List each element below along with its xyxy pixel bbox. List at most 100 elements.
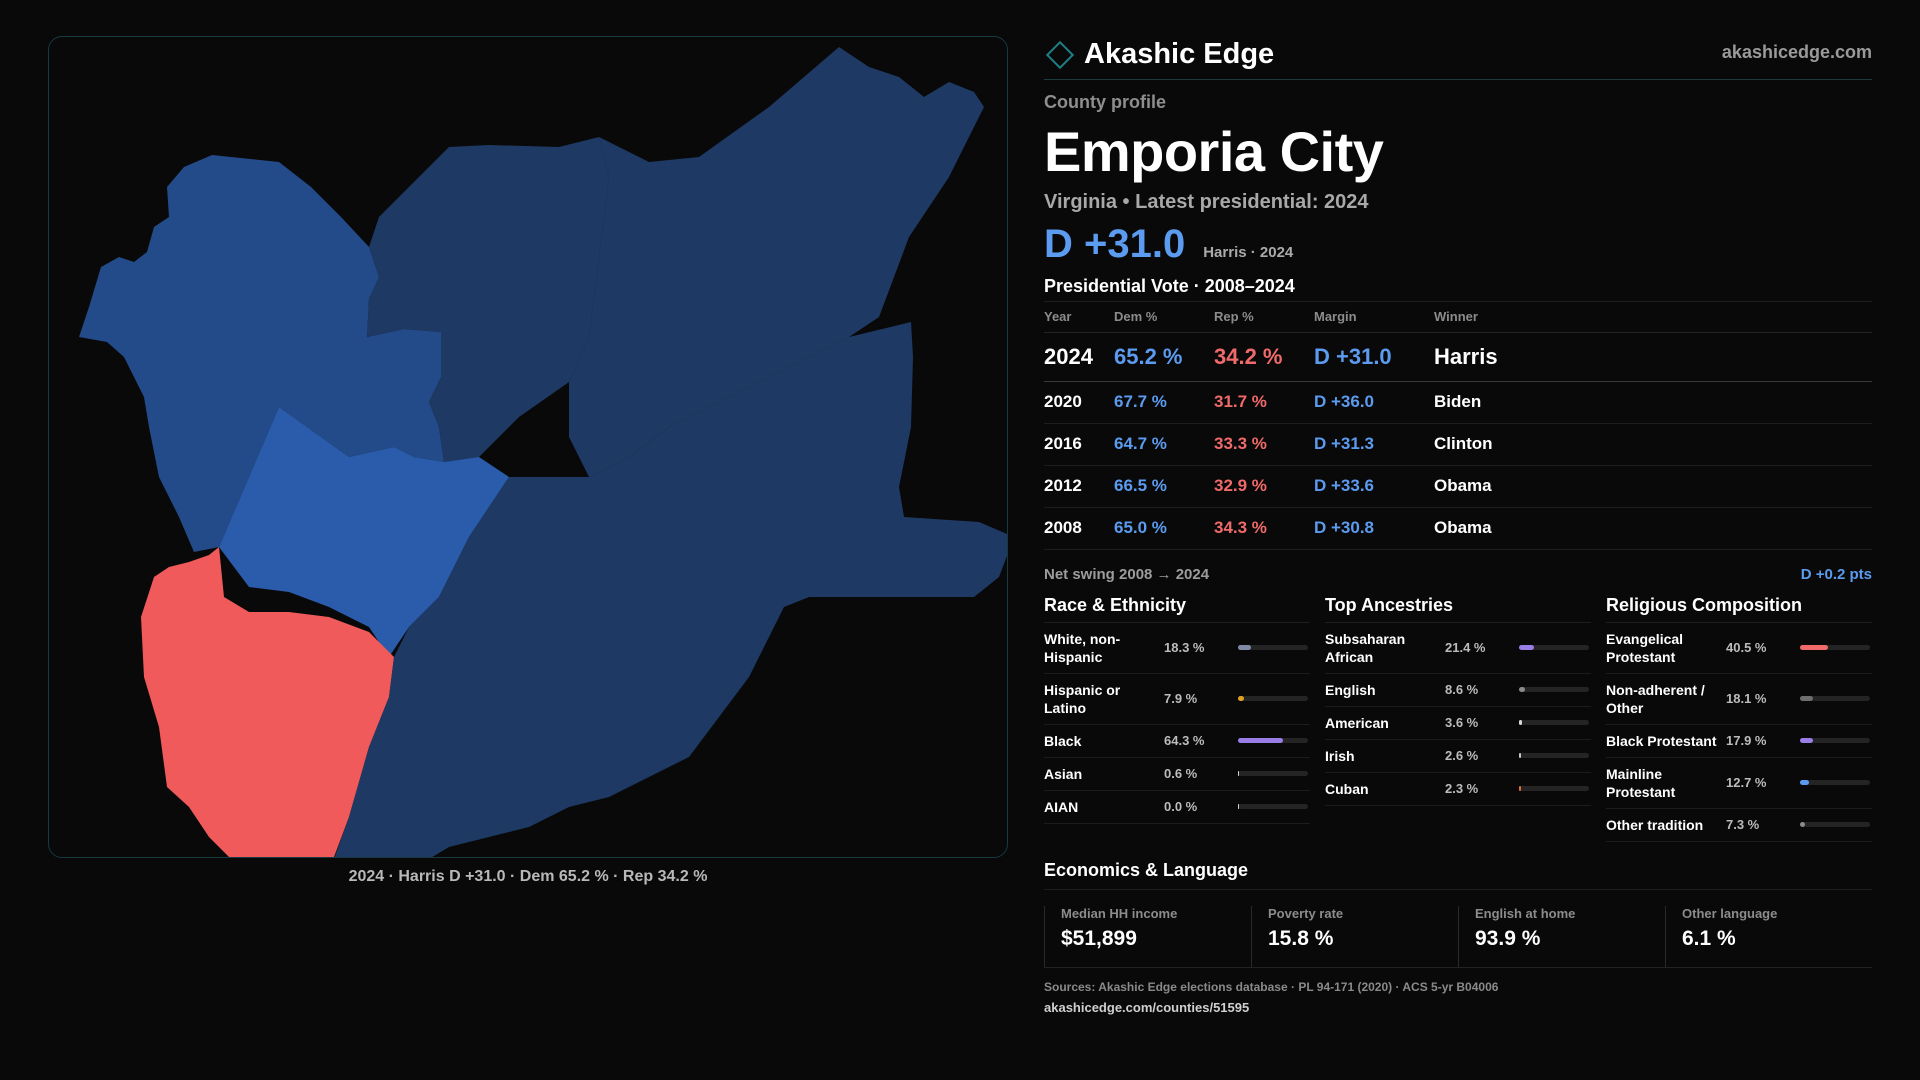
winner-cell: Obama [1434,465,1872,508]
item-percent: 12.7 % [1726,775,1767,790]
list-item: Evangelical Protestant 40.5 % [1606,623,1872,674]
item-percent: 8.6 % [1445,682,1479,697]
list-item: Black Protestant 17.9 % [1606,725,1872,758]
rep-cell: 31.7 % [1214,381,1314,424]
item-percent: 2.6 % [1445,748,1479,763]
dem-cell: 67.7 % [1114,381,1214,424]
swing-value: D +0.2 pts [1800,565,1872,583]
list-item: Other tradition 7.3 % [1606,809,1872,842]
col-year: Year [1044,302,1114,333]
margin-value: D +31.0 [1044,222,1186,266]
table-row: 2016 64.7 % 33.3 % D +31.3 Clinton [1044,423,1872,466]
percent-bar-fill [1238,804,1240,809]
winner-cell: Biden [1434,381,1872,424]
year-cell: 2016 [1044,423,1114,466]
percent-bar [1519,720,1589,725]
list-item: White, non-Hispanic 18.3 % [1044,623,1310,674]
headline-margin: D +31.0 Harris · 2024 [1044,222,1872,270]
source-link[interactable]: akashicedge.com/counties/51595 [1044,999,1250,1015]
col-winner: Winner [1434,302,1872,333]
year-cell: 2020 [1044,381,1114,424]
list-item: Hispanic or Latino 7.9 % [1044,674,1310,725]
county-map[interactable] [48,36,1008,858]
col-rep: Rep % [1214,302,1314,333]
percent-bar [1519,687,1589,692]
state-subline: Virginia • Latest presidential: 2024 [1044,191,1369,213]
presidential-vote-title: Presidential Vote · 2008–2024 [1044,276,1872,302]
margin-cell: D +36.0 [1314,381,1434,424]
margin-note: Harris · 2024 [1203,244,1294,261]
item-name: Other tradition [1606,816,1704,833]
item-name: English [1325,681,1376,698]
precinct-northwest[interactable] [79,155,444,552]
stat-value: 15.8 % [1268,926,1334,950]
precinct-northeast[interactable] [569,47,984,477]
precinct-southeast[interactable] [334,322,1008,858]
stat-label: Poverty rate [1268,905,1344,921]
precinct-north[interactable] [367,137,609,462]
rep-cell: 34.2 % [1214,332,1314,382]
item-percent: 2.3 % [1445,781,1479,796]
margin-cell: D +31.3 [1314,423,1434,466]
stat-median-income: Median HH income $51,899 [1044,905,1251,967]
stat-other-language: Other language 6.1 % [1665,905,1872,967]
year-cell: 2008 [1044,507,1114,550]
percent-bar-fill [1800,738,1813,743]
list-item: Subsaharan African 21.4 % [1325,623,1591,674]
page-title: Emporia City [1044,120,1384,183]
brand-domain[interactable]: akashicedge.com [1721,42,1872,62]
percent-bar [1238,804,1308,809]
item-percent: 3.6 % [1445,715,1479,730]
swing-label: Net swing 2008 → 2024 [1044,565,1210,583]
precinct-map[interactable] [49,37,1008,858]
dem-cell: 65.2 % [1114,332,1214,382]
percent-bar [1238,645,1308,650]
stat-label: Other language [1682,905,1778,921]
percent-bar-fill [1519,786,1521,791]
item-name: Hispanic or Latino [1044,681,1121,716]
percent-bar-fill [1238,645,1251,650]
item-name: Non-adherent / Other [1606,681,1705,716]
percent-bar [1519,786,1589,791]
year-cell: 2024 [1044,332,1114,382]
margin-cell: D +33.6 [1314,465,1434,508]
item-name: Evangelical Protestant [1606,630,1684,665]
stat-poverty-rate: Poverty rate 15.8 % [1251,905,1458,967]
religion-card: Religious Composition Evangelical Protes… [1606,595,1872,842]
diamond-logo-icon [1045,40,1075,69]
brand-name[interactable]: Akashic Edge [1084,38,1275,70]
list-item: American 3.6 % [1325,707,1591,740]
demographics: Race & Ethnicity White, non-Hispanic 18.3… [1044,595,1872,842]
item-name: Irish [1325,747,1355,764]
item-percent: 18.1 % [1726,691,1767,706]
percent-bar [1800,780,1870,785]
item-percent: 40.5 % [1726,640,1767,655]
rep-cell: 32.9 % [1214,465,1314,508]
list-item: Non-adherent / Other 18.1 % [1606,674,1872,725]
item-name: Subsaharan African [1325,630,1406,665]
list-item: Irish 2.6 % [1325,740,1591,773]
margin-cell: D +30.8 [1314,507,1434,550]
percent-bar-fill [1519,720,1522,725]
precinct-southwest-rep[interactable] [141,547,394,857]
percent-bar-fill [1519,687,1526,692]
rep-cell: 33.3 % [1214,423,1314,466]
ancestry-title: Top Ancestries [1325,595,1591,623]
item-name: Black [1044,732,1082,749]
item-name: AIAN [1044,798,1079,815]
list-item: Asian 0.6 % [1044,758,1310,791]
percent-bar [1238,771,1308,776]
precinct-central[interactable] [219,407,509,657]
item-name: White, non-Hispanic [1044,630,1121,665]
list-item: Cuban 2.3 % [1325,773,1591,806]
item-percent: 7.3 % [1726,817,1760,832]
item-name: Cuban [1325,780,1369,797]
percent-bar-fill [1238,696,1244,701]
rep-cell: 34.3 % [1214,507,1314,550]
dem-cell: 65.0 % [1114,507,1214,550]
presidential-vote-table: Year Dem % Rep % Margin Winner 2024 65.2… [1044,302,1872,550]
margin-cell: D +31.0 [1314,332,1434,382]
item-percent: 0.6 % [1164,766,1198,781]
eyebrow: County profile [1044,92,1166,112]
percent-bar [1238,696,1308,701]
